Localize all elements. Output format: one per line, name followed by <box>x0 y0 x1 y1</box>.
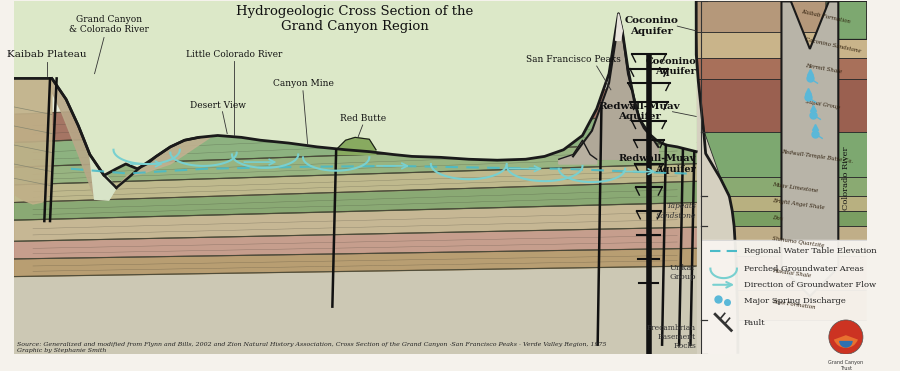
Text: Grand Canyon
& Colorado River: Grand Canyon & Colorado River <box>68 14 148 34</box>
Polygon shape <box>698 79 867 132</box>
Polygon shape <box>720 177 867 196</box>
Text: Little Colorado River: Little Colorado River <box>185 50 282 59</box>
Polygon shape <box>701 240 867 354</box>
Text: Coconino
Aquifer: Coconino Aquifer <box>625 16 679 36</box>
Polygon shape <box>736 256 867 289</box>
Text: Hermit Shale: Hermit Shale <box>806 63 842 75</box>
Polygon shape <box>14 164 697 203</box>
Text: Kaibab Plateau: Kaibab Plateau <box>7 50 87 59</box>
Text: Muav Limestone: Muav Limestone <box>772 182 818 193</box>
Text: Hakatai Shale: Hakatai Shale <box>772 268 812 279</box>
Polygon shape <box>14 266 697 354</box>
Text: Hydrogeologic Cross Section of the: Hydrogeologic Cross Section of the <box>237 5 473 18</box>
Wedge shape <box>839 341 852 348</box>
Text: Redwall·Temple Butte·Ca.: Redwall·Temple Butte·Ca. <box>781 149 854 164</box>
Wedge shape <box>834 335 858 348</box>
Text: San Francisco Peaks: San Francisco Peaks <box>526 55 620 64</box>
Text: Colorado River: Colorado River <box>842 147 850 210</box>
Text: Source: Generalized and modified from Flynn and Bills, 2002 and Zion Natural His: Source: Generalized and modified from Fl… <box>17 342 607 347</box>
Polygon shape <box>616 14 622 40</box>
Text: Redwall-Muav
Aquifer: Redwall-Muav Aquifer <box>619 154 697 174</box>
Polygon shape <box>14 114 697 167</box>
Polygon shape <box>729 196 867 211</box>
Polygon shape <box>697 1 867 32</box>
Text: Redwall-Muav
Aquifer: Redwall-Muav Aquifer <box>598 102 680 121</box>
Polygon shape <box>697 59 867 79</box>
Text: Fault: Fault <box>743 319 765 327</box>
Polygon shape <box>14 181 697 220</box>
Polygon shape <box>733 211 867 226</box>
Text: Tapeats
Sandstone: Tapeats Sandstone <box>656 203 697 220</box>
Polygon shape <box>704 132 867 177</box>
Polygon shape <box>14 227 697 259</box>
Polygon shape <box>697 32 867 59</box>
Circle shape <box>829 320 863 354</box>
Text: Grand Canyon
Trust: Grand Canyon Trust <box>828 360 863 371</box>
Polygon shape <box>14 1 697 354</box>
Polygon shape <box>14 86 697 142</box>
Text: Grand Canyon Region: Grand Canyon Region <box>281 20 429 33</box>
Polygon shape <box>781 1 838 296</box>
Polygon shape <box>14 142 697 185</box>
Polygon shape <box>734 226 867 256</box>
Text: Bass Formation: Bass Formation <box>772 299 815 310</box>
Text: Dox: Dox <box>772 215 783 221</box>
Text: Unkar
Group: Unkar Group <box>670 264 697 282</box>
Polygon shape <box>697 1 867 354</box>
Polygon shape <box>14 78 52 204</box>
Text: Desert View: Desert View <box>190 101 246 109</box>
Polygon shape <box>14 203 697 241</box>
Text: Bright Angel Shale: Bright Angel Shale <box>772 198 824 210</box>
Polygon shape <box>737 289 867 320</box>
Text: Supai Group: Supai Group <box>806 99 841 111</box>
Polygon shape <box>559 140 597 164</box>
Polygon shape <box>90 154 116 200</box>
Polygon shape <box>14 1 697 175</box>
Polygon shape <box>337 137 376 154</box>
Polygon shape <box>738 320 867 354</box>
Text: Direction of Groundwater Flow: Direction of Groundwater Flow <box>743 281 876 289</box>
Text: Shinumo Quartzite: Shinumo Quartzite <box>772 235 824 247</box>
Polygon shape <box>116 135 213 188</box>
Text: Kaibab Formation: Kaibab Formation <box>800 9 850 24</box>
Text: Regional Water Table Elevation: Regional Water Table Elevation <box>743 247 877 256</box>
Text: Red Butte: Red Butte <box>339 114 386 123</box>
Polygon shape <box>50 78 116 197</box>
Polygon shape <box>14 248 697 276</box>
Text: Precambrian
Basement
Rocks: Precambrian Basement Rocks <box>647 324 697 350</box>
Text: Major Spring Discharge: Major Spring Discharge <box>743 297 845 305</box>
Text: Graphic by Stephanie Smith: Graphic by Stephanie Smith <box>17 348 106 353</box>
Text: Coconino
Aquifer: Coconino Aquifer <box>645 57 697 76</box>
Text: Perched Groundwater Areas: Perched Groundwater Areas <box>743 265 863 273</box>
Polygon shape <box>573 14 658 159</box>
Text: Canyon Mine: Canyon Mine <box>273 79 333 88</box>
Text: Coconino Sandstone: Coconino Sandstone <box>806 37 861 53</box>
Polygon shape <box>826 1 867 59</box>
